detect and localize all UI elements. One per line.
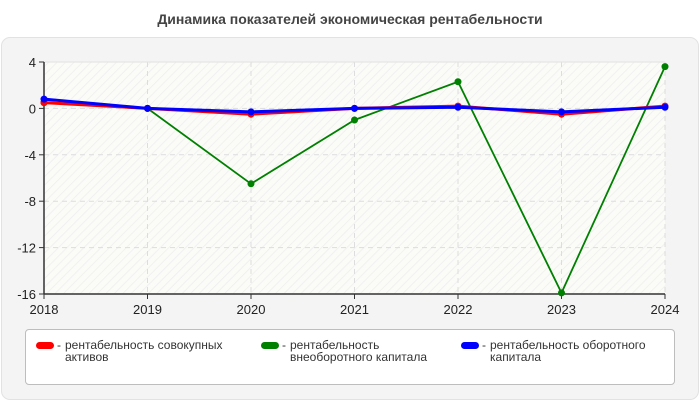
data-point[interactable] xyxy=(351,104,358,112)
y-tick-label: -12 xyxy=(17,241,36,256)
legend-swatch-blue xyxy=(461,342,479,349)
x-tick-label: 2020 xyxy=(237,302,266,317)
data-point[interactable] xyxy=(40,95,48,103)
legend-swatch-green xyxy=(261,342,279,349)
legend-swatch-red xyxy=(36,342,54,349)
legend-item-total-assets[interactable]: - рентабельность совокупных активов xyxy=(36,339,250,363)
data-point[interactable] xyxy=(454,78,462,86)
x-tick-label: 2023 xyxy=(547,302,576,317)
data-point[interactable] xyxy=(558,108,565,116)
y-tick-label: 4 xyxy=(29,55,36,70)
data-point[interactable] xyxy=(247,180,255,188)
data-point[interactable] xyxy=(661,63,669,71)
data-point[interactable] xyxy=(558,289,565,297)
x-tick-label: 2024 xyxy=(651,302,680,317)
data-point[interactable] xyxy=(351,116,358,124)
legend: - рентабельность совокупных активов - ре… xyxy=(25,329,675,385)
x-tick-label: 2018 xyxy=(30,302,59,317)
x-tick-label: 2021 xyxy=(340,302,369,317)
y-tick-label: -8 xyxy=(24,194,36,209)
data-point[interactable] xyxy=(661,103,669,111)
plot-area xyxy=(44,62,665,294)
x-tick-label: 2022 xyxy=(444,302,473,317)
legend-label: рентабельность оборотного капитала xyxy=(490,338,646,364)
legend-item-working-capital[interactable]: - рентабельность оборотного капитала xyxy=(461,339,680,363)
data-point[interactable] xyxy=(454,103,462,111)
x-tick-label: 2019 xyxy=(133,302,162,317)
y-tick-label: -16 xyxy=(17,287,36,302)
data-point[interactable] xyxy=(144,104,151,112)
y-axis-ticks: 4 0 -4 -8 -12 -16 xyxy=(17,55,44,302)
chart-title: Динамика показателей экономическая рента… xyxy=(157,11,543,27)
y-tick-label: 0 xyxy=(29,101,36,116)
data-point[interactable] xyxy=(247,108,255,116)
legend-label: рентабельность внеоборотного капитала xyxy=(290,338,427,364)
y-tick-label: -4 xyxy=(24,148,36,163)
legend-item-noncurrent-capital[interactable]: - рентабельность внеоборотного капитала xyxy=(261,339,455,363)
series-lines xyxy=(40,63,669,297)
legend-label: рентабельность совокупных активов xyxy=(65,338,223,364)
x-axis-ticks: 2018 2019 2020 2021 2022 2023 2024 xyxy=(30,294,680,317)
